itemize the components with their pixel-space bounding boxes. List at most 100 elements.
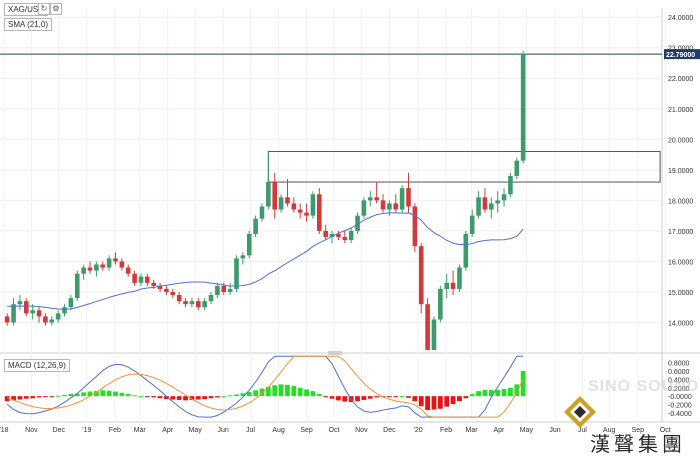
time-tick-label: Jul	[578, 427, 587, 434]
candle	[100, 261, 106, 271]
time-tick-label: May	[520, 427, 534, 434]
candle	[113, 252, 118, 265]
macd-histogram-bar	[259, 388, 265, 397]
candle	[253, 215, 258, 238]
candle	[374, 182, 379, 204]
macd-histogram-bar	[246, 391, 252, 397]
candle	[278, 194, 284, 213]
candle	[119, 258, 125, 271]
macd-histogram-bar	[291, 386, 297, 397]
candle	[215, 282, 220, 299]
candle	[508, 172, 513, 198]
candles	[4, 50, 526, 350]
price-tick-label: 15.0000	[668, 290, 693, 297]
candle	[30, 304, 35, 320]
symbol-tag[interactable]: XAG/USD	[4, 3, 49, 16]
candle	[444, 273, 450, 299]
candle	[49, 316, 55, 326]
candle	[145, 273, 150, 286]
macd-histogram-bar	[393, 396, 399, 398]
macd-histogram-bar	[170, 396, 176, 400]
logo-chinese-text: 漢聲集團	[590, 432, 686, 456]
macd-histogram-bar	[151, 396, 157, 398]
macd-panel	[4, 355, 526, 418]
macd-histogram-bar	[355, 396, 360, 402]
candle	[176, 291, 182, 305]
price-tick-label: 14.0000	[668, 321, 693, 328]
time-tick-label: Nov	[355, 427, 368, 434]
time-axis[interactable]: '18 Nov Dec '19 Feb Mar Apr May Jun Jul Aug Sep Oct N…	[0, 427, 671, 434]
macd-histogram-bar	[208, 396, 214, 399]
price-axis[interactable]: 24.0000 23.0000 22.0000 21.0000 20.0000 19.00…	[668, 15, 693, 418]
time-tick-label: Jun	[549, 427, 560, 434]
candle	[227, 282, 233, 296]
time-tick-label: Aug	[603, 427, 616, 434]
sma-indicator-label[interactable]: SMA (21,0)	[4, 18, 53, 31]
macd-indicator-label[interactable]: MACD (12,26,9)	[4, 359, 70, 372]
candle	[157, 282, 163, 292]
macd-histogram-bar	[157, 396, 163, 399]
settings-icon[interactable]: ⚙	[50, 3, 62, 15]
macd-histogram-bar	[336, 396, 341, 401]
candle	[94, 261, 99, 277]
candle	[43, 313, 48, 326]
candle	[323, 224, 328, 241]
price-level-line: 22.79000	[0, 49, 700, 60]
candle	[317, 188, 322, 234]
macd-histogram-bar	[304, 389, 309, 397]
candle	[304, 203, 309, 222]
time-tick-label: Sep	[300, 427, 313, 434]
macd-histogram-bar	[310, 391, 316, 397]
macd-histogram-bar	[183, 396, 188, 401]
macd-tick-label: 0.6000	[668, 369, 690, 376]
macd-histogram-bar	[227, 395, 233, 397]
pane-divider-handle[interactable]	[328, 351, 342, 355]
macd-histogram-bar	[36, 396, 42, 398]
candle	[412, 203, 418, 253]
sma-line	[7, 212, 524, 310]
macd-histogram-bar	[297, 387, 303, 397]
price-tick-label: 22.0000	[668, 76, 693, 83]
macd-histogram-bar	[316, 394, 322, 397]
current-price-label: 22.79000	[666, 52, 695, 59]
macd-histogram-bar	[450, 396, 456, 405]
macd-histogram-bar	[240, 393, 246, 397]
macd-histogram-bar	[87, 391, 93, 397]
refresh-icon[interactable]: ↻	[38, 3, 50, 15]
macd-histogram-bar	[444, 396, 450, 407]
candle	[489, 197, 494, 219]
time-tick-label: Aug	[272, 427, 285, 434]
macd-histogram-bar	[265, 386, 271, 397]
macd-histogram-bar	[106, 390, 112, 397]
price-tick-label: 16.0000	[668, 259, 693, 266]
candle	[23, 298, 29, 317]
candle	[476, 191, 481, 219]
time-tick-label: Nov	[25, 427, 38, 434]
macd-histogram-bar	[100, 390, 106, 397]
macd-histogram-bar	[253, 390, 259, 397]
macd-histogram-bar	[49, 396, 55, 398]
macd-histogram-bar	[214, 396, 220, 398]
candle	[164, 285, 169, 296]
macd-histogram-bar	[285, 384, 290, 397]
macd-histogram-bar	[406, 396, 411, 398]
macd-tick-label: 0.4000	[668, 377, 690, 384]
candle	[87, 261, 93, 274]
macd-histogram-bar	[457, 396, 462, 402]
candle	[520, 50, 526, 164]
macd-histogram-bar	[55, 395, 61, 397]
time-tick-label: Apr	[493, 427, 505, 434]
candle	[310, 191, 316, 219]
macd-histogram-bar	[431, 396, 437, 410]
macd-histogram-bar	[30, 396, 36, 399]
time-tick-label: Apr	[162, 427, 174, 434]
candle	[393, 194, 399, 213]
candle	[355, 212, 360, 234]
macd-histogram-bar	[323, 396, 329, 398]
price-tick-label: 20.0000	[668, 137, 693, 144]
candle	[234, 255, 239, 292]
candle	[74, 270, 80, 302]
candle	[431, 316, 437, 350]
candle	[399, 185, 405, 213]
